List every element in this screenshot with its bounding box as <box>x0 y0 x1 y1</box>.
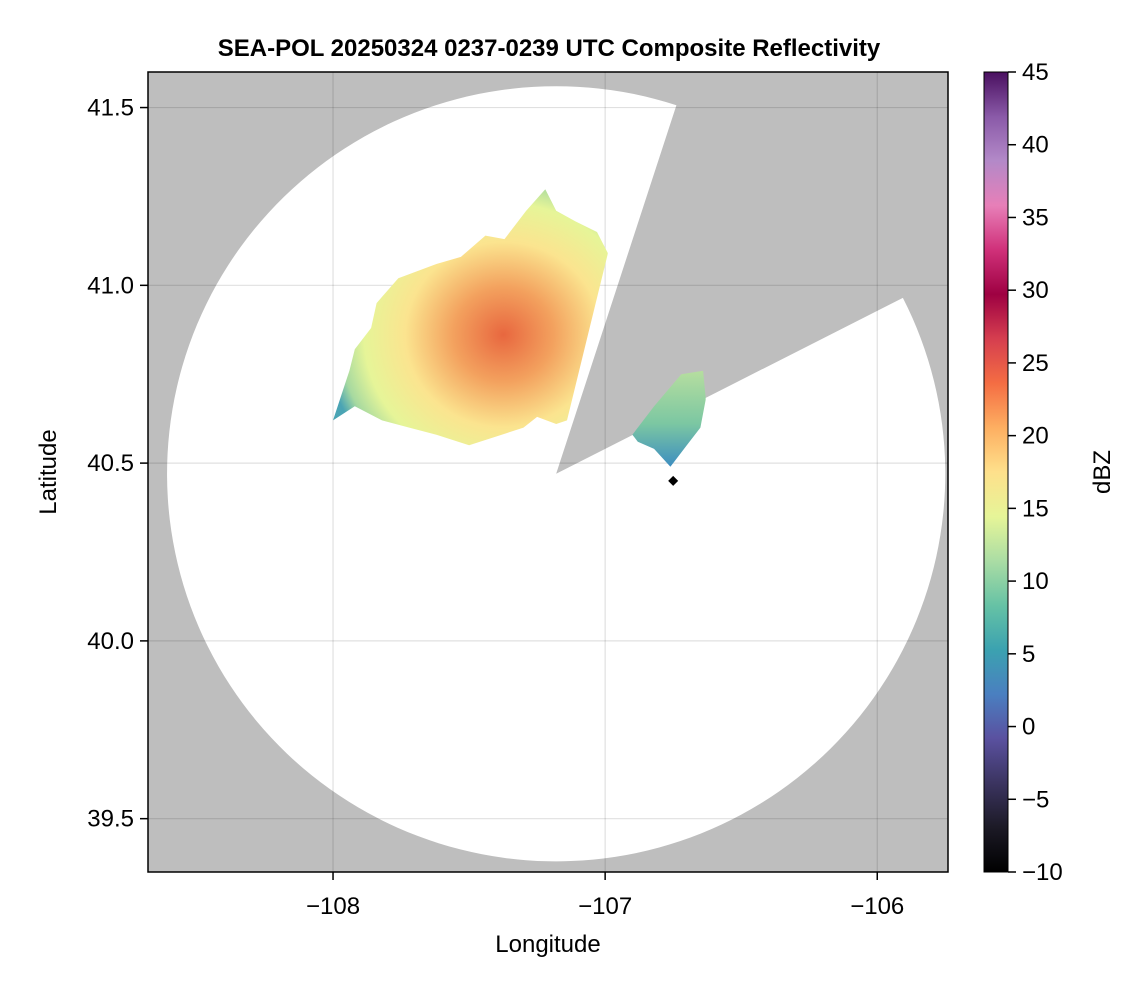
colorbar-tick-label: 25 <box>1022 350 1049 377</box>
y-tick-label: 41.5 <box>87 95 134 122</box>
radar-coverage-area <box>167 86 946 862</box>
colorbar-tick-label: 40 <box>1022 132 1049 159</box>
y-tick-label: 40.5 <box>87 450 134 477</box>
x-tick-label: −108 <box>306 893 360 920</box>
colorbar-tick-label: 0 <box>1022 714 1035 741</box>
radar-site-marker <box>668 475 679 486</box>
x-tick-label: −107 <box>578 893 632 920</box>
colorbar-tick-label: 35 <box>1022 204 1049 231</box>
colorbar-tick-label: 5 <box>1022 641 1035 668</box>
colorbar-tick-label: 30 <box>1022 277 1049 304</box>
y-axis: 39.5 40.0 40.5 41.0 41.5 <box>87 95 148 833</box>
colorbar-label: dBZ <box>1089 450 1116 494</box>
y-tick-label: 41.0 <box>87 272 134 299</box>
y-tick-label: 39.5 <box>87 806 134 833</box>
x-axis-label: Longitude <box>495 931 600 958</box>
colorbar-tick-label: 45 <box>1022 59 1049 86</box>
y-axis-label: Latitude <box>35 429 62 514</box>
colorbar: −10 −5 0 5 10 15 20 25 30 35 40 45 dBZ <box>983 59 1116 886</box>
colorbar-ticks: −10 −5 0 5 10 15 20 25 30 35 40 45 <box>1008 59 1063 886</box>
colorbar-tick-label: 20 <box>1022 423 1049 450</box>
colorbar-tick-label: 15 <box>1022 495 1049 522</box>
y-tick-label: 40.0 <box>87 628 134 655</box>
grid-lines <box>148 72 948 872</box>
plot-area <box>148 72 948 872</box>
x-axis: −108 −107 −106 <box>306 872 904 920</box>
colorbar-tick-label: −10 <box>1022 859 1063 886</box>
colorbar-scale <box>983 71 1009 873</box>
chart-title: SEA-POL 20250324 0237-0239 UTC Composite… <box>218 35 881 62</box>
colorbar-tick-label: 10 <box>1022 568 1049 595</box>
plot-frame <box>147 71 949 873</box>
colorbar-tick-label: −5 <box>1022 786 1049 813</box>
x-tick-label: −106 <box>850 893 904 920</box>
